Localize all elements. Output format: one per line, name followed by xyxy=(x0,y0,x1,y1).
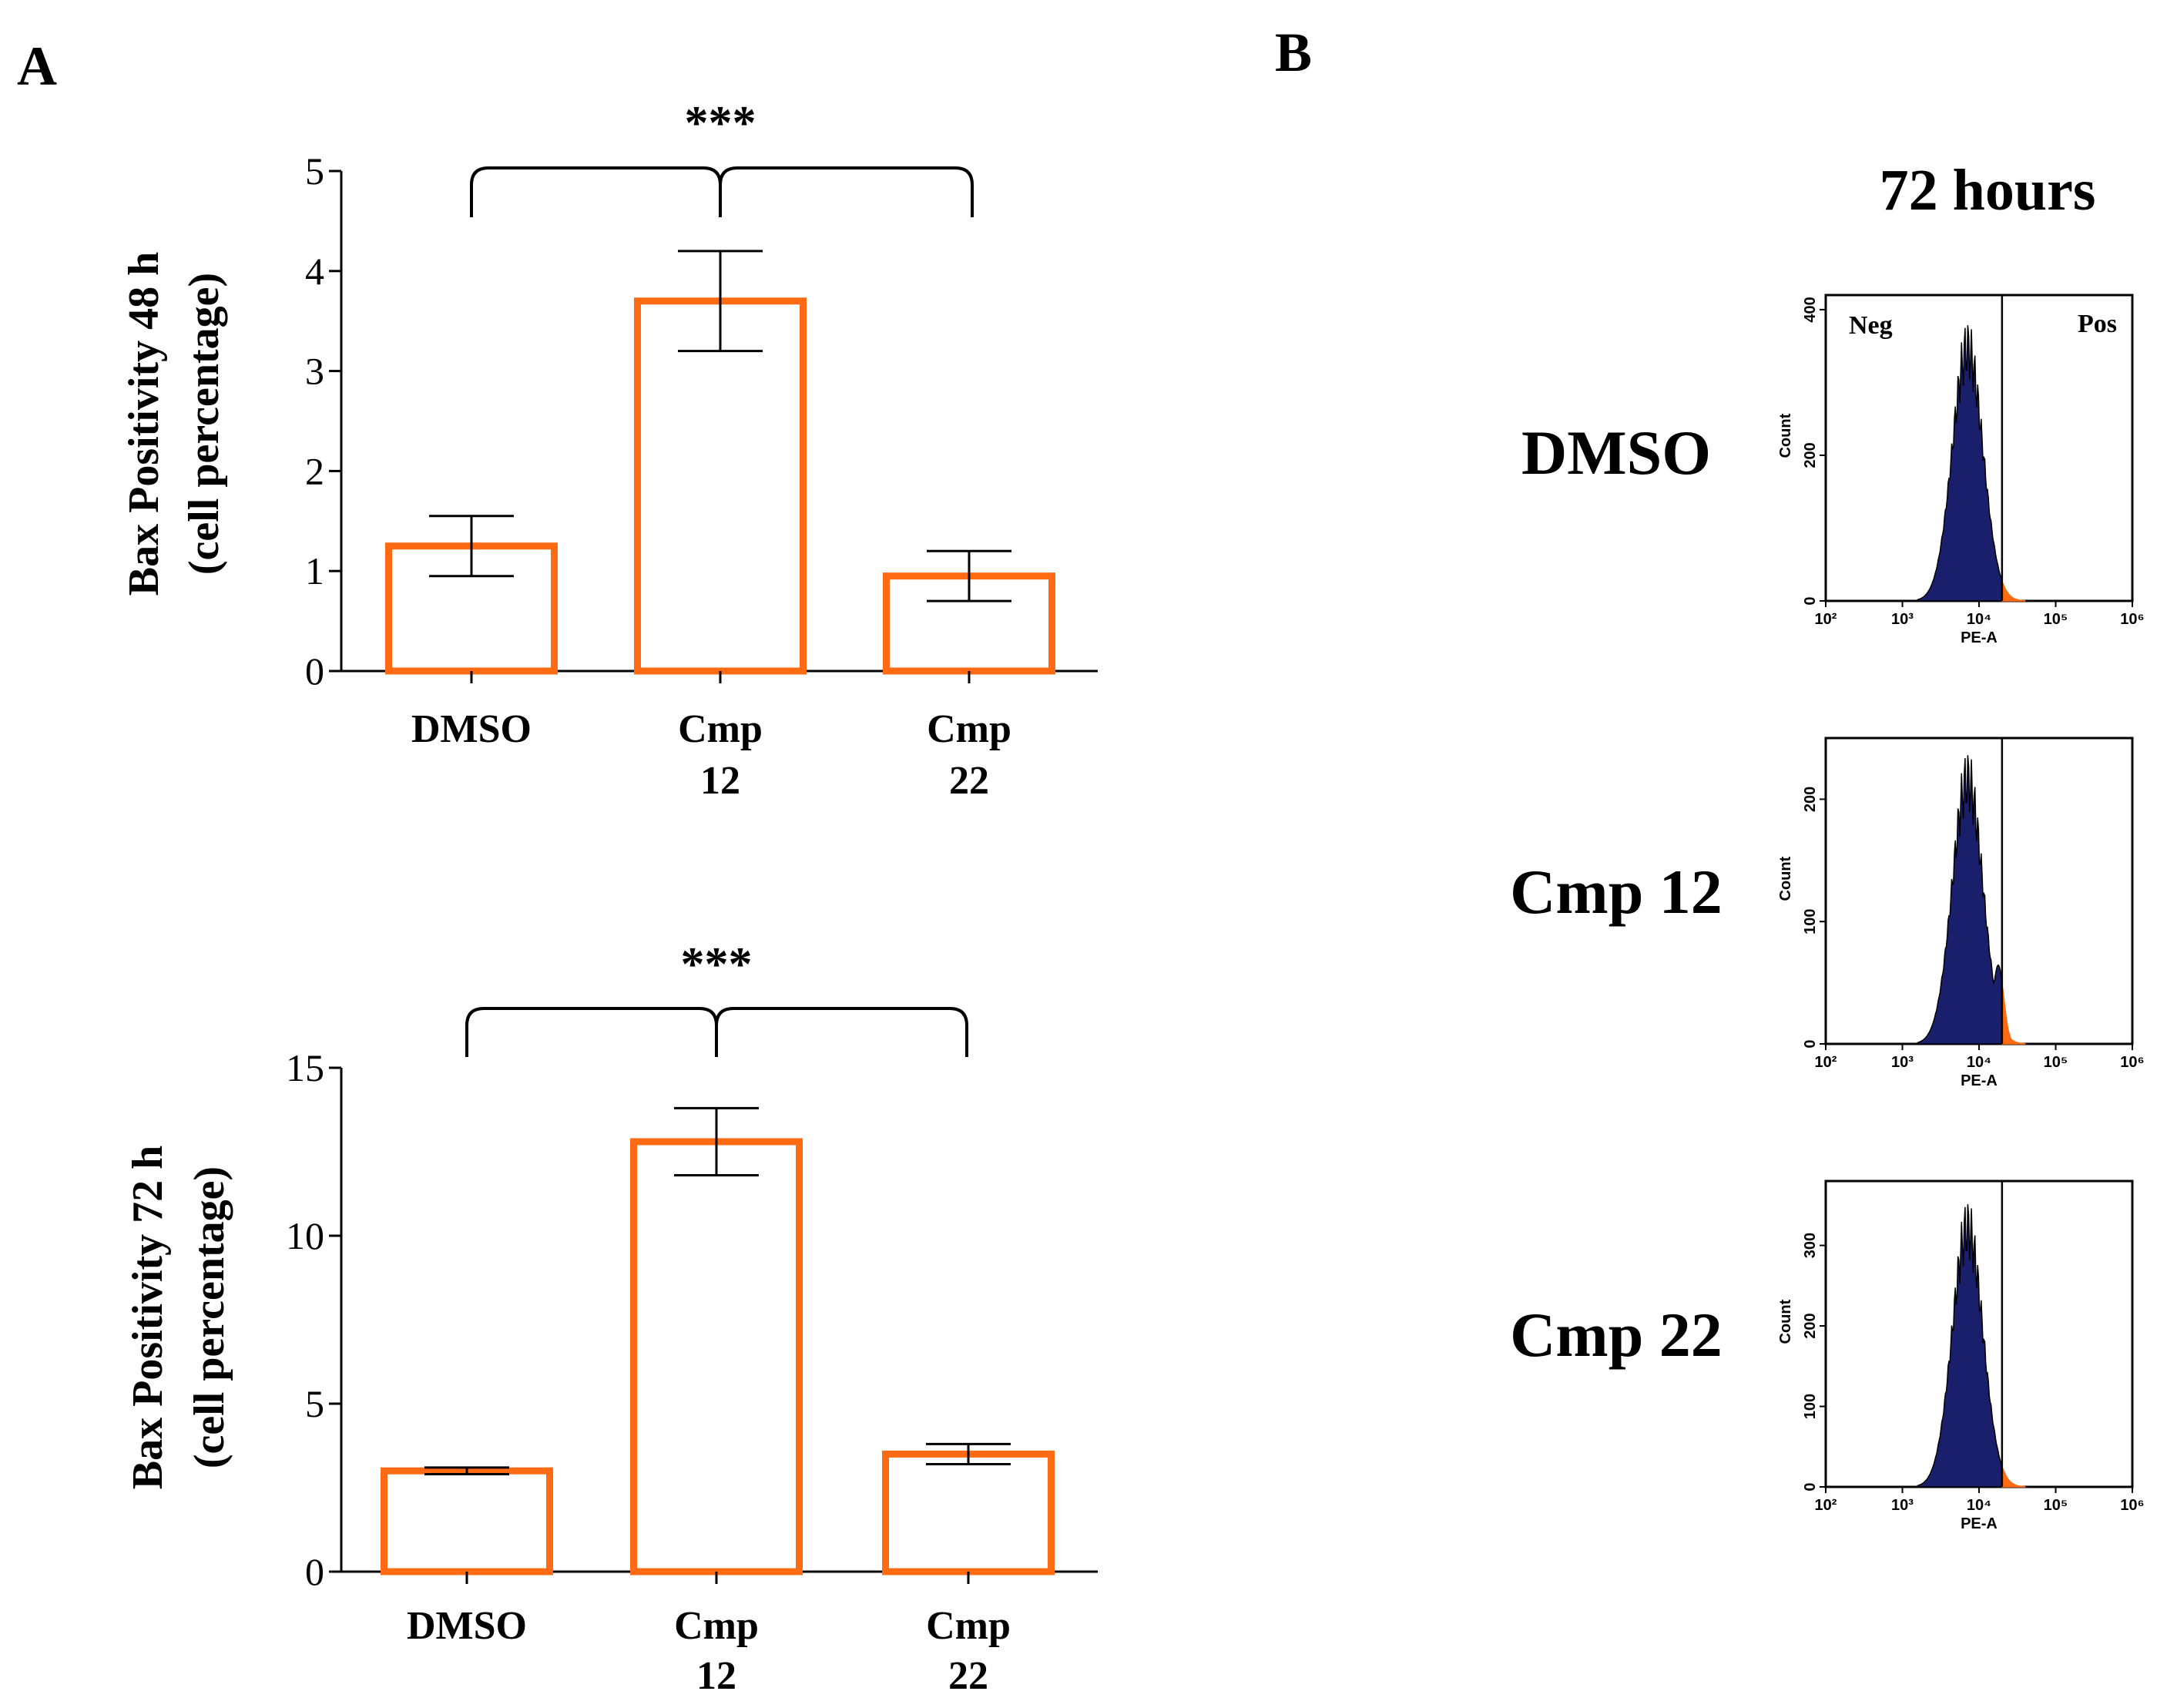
panel-letter-a: A xyxy=(17,35,57,97)
y-tick-label: 100 xyxy=(1802,909,1819,935)
x-tick-label: Cmp xyxy=(926,1604,1011,1648)
significance-bracket xyxy=(465,1007,968,1057)
bar xyxy=(630,1138,803,1575)
flow-cytometry-panel: DMSO Neg Pos 10² 10³ 10⁴ 10⁵ 10⁶ PE-A 0 200 400 Coun… xyxy=(1510,294,2145,1532)
significance-bracket xyxy=(470,166,974,217)
error-bar xyxy=(678,250,763,353)
x-tick-label: 10⁶ xyxy=(2120,1497,2144,1514)
y-tick-label: 0 xyxy=(1802,1039,1819,1048)
x-tick-label: 10⁴ xyxy=(1967,611,1991,628)
x-tick-label-line2: 22 xyxy=(949,759,989,803)
y-tick-label: 0 xyxy=(1802,596,1819,605)
y-tick-label: 400 xyxy=(1802,297,1819,322)
x-axis-label: PE-A xyxy=(1961,1515,1998,1532)
y-tick-label: 1 xyxy=(305,549,324,592)
x-tick-label-line2: 12 xyxy=(696,1654,736,1698)
histogram-positive xyxy=(2001,582,2026,602)
x-axis-label: PE-A xyxy=(1961,629,1998,646)
x-tick-label: 10⁵ xyxy=(2044,611,2068,628)
y-axis-label-line2: (cell percentage) xyxy=(186,1166,233,1468)
x-tick-label: 10² xyxy=(1815,1054,1837,1071)
y-axis-label: Count xyxy=(1777,413,1794,458)
y-tick-label: 10 xyxy=(286,1214,324,1257)
y-tick-label: 200 xyxy=(1802,1313,1819,1338)
y-tick-label: 0 xyxy=(305,649,324,693)
x-tick-label: 10³ xyxy=(1891,1054,1914,1071)
x-tick-label: DMSO xyxy=(407,1604,527,1648)
histogram-negative xyxy=(1917,325,2003,602)
x-tick-label: 10⁴ xyxy=(1967,1054,1991,1071)
y-tick-label: 15 xyxy=(286,1046,324,1089)
y-tick-label: 200 xyxy=(1802,787,1819,812)
y-axis-label: Count xyxy=(1777,1299,1794,1344)
x-tick-label: DMSO xyxy=(411,707,532,751)
x-tick-label-line2: 22 xyxy=(948,1654,988,1698)
x-tick-label: 10⁴ xyxy=(1967,1497,1991,1514)
histogram-negative xyxy=(1917,755,2003,1045)
y-tick-label: 200 xyxy=(1802,442,1819,468)
x-axis-label: PE-A xyxy=(1961,1072,1998,1089)
bar-chart-72h: Bax Positivity 72 h (cell percentage) **… xyxy=(124,938,1098,1698)
x-tick-label: 10³ xyxy=(1891,1497,1914,1514)
y-tick-label: 5 xyxy=(305,149,324,193)
x-tick-label: 10⁶ xyxy=(2120,611,2144,628)
x-tick-label-line2: 12 xyxy=(700,759,740,803)
y-tick-label: 0 xyxy=(1802,1482,1819,1491)
flow-histogram: Cmp 12 10² 10³ 10⁴ 10⁵ 10⁶ PE-A 0 100 200 Count xyxy=(1510,737,2145,1089)
y-tick-label: 2 xyxy=(305,449,324,492)
flow-histogram: DMSO Neg Pos 10² 10³ 10⁴ 10⁵ 10⁶ PE-A 0 200 400 Coun… xyxy=(1521,294,2145,646)
y-axis-label-48h: Bax Positivity 48 h (cell percentage) xyxy=(120,252,228,596)
error-bar xyxy=(424,1466,509,1476)
x-tick-label: Cmp xyxy=(674,1604,759,1648)
y-tick-label: 0 xyxy=(305,1550,324,1593)
y-tick-label: 100 xyxy=(1802,1394,1819,1419)
y-axis-label-line1: Bax Positivity 72 h xyxy=(124,1146,172,1489)
x-tick-label: 10⁵ xyxy=(2044,1054,2068,1071)
x-tick-label: 10⁶ xyxy=(2120,1054,2144,1071)
bar xyxy=(381,1467,553,1575)
bar xyxy=(882,1450,1055,1575)
flow-title: 72 hours xyxy=(1880,158,2096,223)
x-tick-label: 10³ xyxy=(1891,611,1914,628)
histogram-negative xyxy=(1917,1204,2003,1488)
significance-marker: *** xyxy=(685,97,756,149)
gate-label-pos: Pos xyxy=(2078,310,2117,338)
error-bar xyxy=(674,1106,759,1177)
x-tick-label: Cmp xyxy=(678,707,763,751)
panel-letter-b: B xyxy=(1275,22,1312,83)
histogram-positive xyxy=(2001,1468,2026,1488)
y-tick-label: 4 xyxy=(305,250,324,293)
sample-label: DMSO xyxy=(1521,418,1711,488)
error-bar xyxy=(927,549,1011,602)
y-axis-label-72h: Bax Positivity 72 h (cell percentage) xyxy=(124,1146,233,1489)
y-axis-label-line1: Bax Positivity 48 h xyxy=(120,252,168,596)
x-tick-label: 10⁵ xyxy=(2044,1497,2068,1514)
histogram-positive xyxy=(2001,988,2026,1045)
sample-label: Cmp 22 xyxy=(1510,1300,1723,1370)
x-tick-label: 10² xyxy=(1815,1497,1837,1514)
error-bar xyxy=(926,1442,1011,1465)
y-tick-label: 5 xyxy=(305,1382,324,1425)
gate-label-neg: Neg xyxy=(1849,311,1893,340)
error-bar xyxy=(429,515,514,578)
bar-chart-48h: Bax Positivity 48 h (cell percentage) **… xyxy=(120,97,1098,803)
y-axis-label-line2: (cell percentage) xyxy=(180,273,228,575)
x-tick-label: 10² xyxy=(1815,611,1837,628)
y-tick-label: 3 xyxy=(305,350,324,393)
sample-label: Cmp 12 xyxy=(1510,857,1723,927)
x-tick-label: Cmp xyxy=(927,707,1011,751)
y-tick-label: 300 xyxy=(1802,1233,1819,1258)
flow-histogram: Cmp 22 10² 10³ 10⁴ 10⁵ 10⁶ PE-A 0 100 200 300 Count xyxy=(1510,1179,2145,1532)
significance-marker: *** xyxy=(681,938,753,991)
y-axis-label: Count xyxy=(1777,856,1794,901)
bar xyxy=(634,297,807,675)
